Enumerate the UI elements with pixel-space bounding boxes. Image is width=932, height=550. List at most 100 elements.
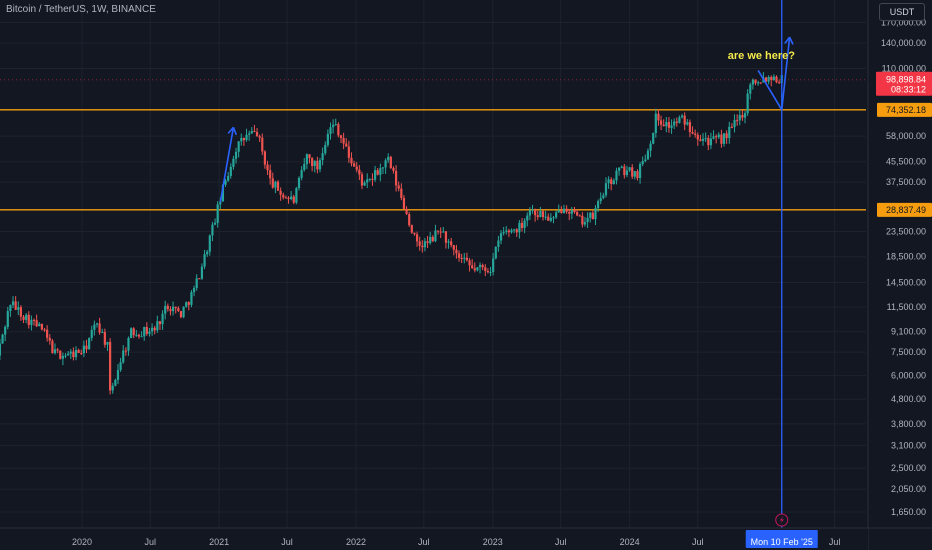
- level-price-tag[interactable]: [877, 202, 932, 217]
- arrow-line[interactable]: [219, 127, 235, 203]
- candle-up: [447, 241, 450, 243]
- currency-button[interactable]: USDT: [879, 3, 925, 21]
- arrow-head[interactable]: [788, 36, 794, 45]
- candle-up: [670, 125, 673, 128]
- arrow-head[interactable]: [227, 126, 235, 134]
- candle-up: [101, 331, 104, 333]
- candle-up: [652, 132, 655, 144]
- candle-up: [641, 161, 644, 165]
- candle-up: [583, 222, 587, 225]
- candle-down: [40, 323, 43, 330]
- candle-up: [74, 350, 78, 358]
- candle-up: [219, 201, 222, 205]
- candle-up: [373, 170, 377, 180]
- candle-up: [602, 195, 605, 199]
- candle-up: [143, 327, 146, 337]
- price-tick-label: 140,000.00: [881, 38, 926, 48]
- candle-down: [421, 245, 424, 248]
- time-tick-label: Jul: [829, 537, 841, 547]
- candle-up: [680, 115, 684, 118]
- candle-up: [368, 178, 371, 180]
- candle-up: [321, 153, 324, 161]
- candle-up: [4, 326, 7, 335]
- candle-up: [604, 183, 608, 196]
- candle-down: [316, 160, 319, 170]
- candle-down: [426, 241, 429, 244]
- candle-up: [615, 170, 618, 181]
- candle-down: [292, 196, 295, 203]
- candle-down: [659, 120, 663, 125]
- price-tick-label: 3,100.00: [891, 440, 926, 450]
- candle-up: [746, 93, 749, 114]
- candle-down: [51, 340, 54, 354]
- candle-up: [387, 156, 390, 161]
- candle-down: [282, 194, 285, 198]
- candle-up: [628, 167, 631, 171]
- candle-down: [473, 268, 476, 271]
- candle-up: [492, 258, 495, 272]
- candle-down: [457, 253, 461, 258]
- candle-up: [313, 160, 316, 167]
- candle-down: [691, 132, 694, 134]
- time-tick-label: Jul: [418, 537, 430, 547]
- candle-up: [129, 328, 133, 338]
- candle-down: [536, 215, 539, 217]
- candle-down: [568, 211, 571, 214]
- price-tick-label: 170,000.00: [881, 17, 926, 27]
- candle-up: [555, 212, 558, 218]
- price-tick-label: 23,500.00: [886, 226, 926, 236]
- candle-up: [523, 220, 526, 228]
- candle-up: [216, 204, 219, 223]
- candle-down: [460, 257, 463, 259]
- candle-up: [505, 230, 508, 232]
- candle-down: [465, 257, 469, 261]
- drawings-layer[interactable]: are we here?: [219, 0, 796, 528]
- candle-down: [759, 82, 762, 84]
- candle-down: [253, 130, 256, 132]
- candle-down: [455, 249, 458, 254]
- candle-up: [570, 209, 573, 214]
- candle-up: [106, 341, 109, 345]
- candle-down: [560, 210, 563, 214]
- annotation-text[interactable]: are we here?: [728, 50, 796, 62]
- candle-down: [439, 231, 442, 233]
- candle-down: [145, 327, 148, 334]
- candle-up: [379, 168, 382, 175]
- candle-up: [552, 217, 555, 219]
- time-scale[interactable]: 2020 Jul 2021 Jul 2022 Jul 2023 Jul 2024 Jul Jul Mo…: [0, 527, 932, 550]
- candle-up: [728, 126, 731, 139]
- candle-down: [720, 134, 723, 144]
- candle-down: [683, 115, 686, 125]
- arrow-line[interactable]: [780, 37, 791, 110]
- candle-up: [665, 122, 668, 127]
- price-scale[interactable]: 170,000.00 140,000.00 110,000.00 58,000.00 4…: [867, 0, 932, 550]
- candle-down: [177, 308, 180, 312]
- candle-up: [192, 288, 196, 293]
- last-price-tag[interactable]: [876, 71, 932, 96]
- candle-down: [337, 124, 340, 136]
- candle-up: [300, 170, 303, 178]
- crosshair-date-tag[interactable]: [745, 530, 818, 548]
- candle-down: [153, 327, 156, 331]
- candle-up: [701, 138, 705, 141]
- arrow-line[interactable]: [757, 69, 783, 111]
- candle-down: [132, 328, 135, 336]
- candle-up: [38, 323, 41, 327]
- time-tick-label: 2020: [72, 537, 92, 547]
- candle-up: [1, 334, 4, 344]
- last-price-label: 98,898.84: [886, 75, 926, 85]
- candle-up: [423, 241, 427, 248]
- candle-down: [279, 190, 282, 195]
- candle-up: [326, 134, 329, 145]
- lightning-glyph: [779, 516, 784, 524]
- arrow-head[interactable]: [232, 127, 238, 136]
- candle-up: [211, 224, 214, 236]
- horizontal-levels[interactable]: [0, 109, 866, 211]
- candle-down: [694, 133, 697, 135]
- level-price-tag[interactable]: [877, 102, 932, 117]
- candle-up: [494, 246, 497, 259]
- candle-up: [620, 166, 623, 168]
- arrow-head[interactable]: [784, 36, 791, 44]
- time-tick-label: 2023: [483, 537, 503, 547]
